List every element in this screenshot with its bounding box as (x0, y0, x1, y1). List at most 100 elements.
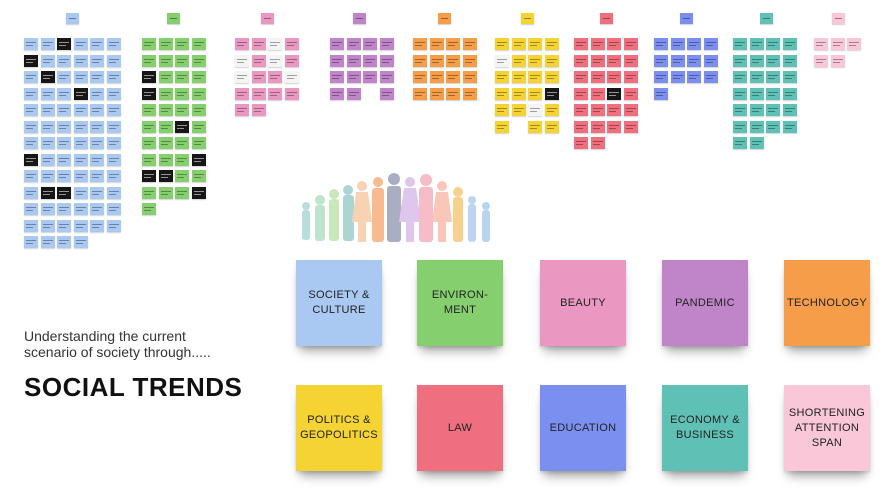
mini-sticky-note (251, 104, 266, 116)
mini-sticky-note (268, 87, 282, 100)
mini-sticky-note (574, 54, 588, 67)
mini-sticky-note (749, 137, 764, 149)
mini-sticky-note (782, 38, 797, 50)
category-note-law: LAW (417, 385, 503, 471)
mini-sticky-note (544, 120, 559, 133)
category-note-education: EDUCATION (540, 385, 626, 471)
mini-sticky-note (495, 54, 509, 67)
mini-sticky-note (142, 153, 156, 166)
mini-sticky-note (749, 38, 764, 50)
mini-sticky-note (670, 54, 685, 67)
mini-sticky-note (590, 54, 605, 67)
mini-sticky-note (90, 170, 104, 182)
category-note-pandemic: PANDEMIC (662, 260, 748, 346)
mini-sticky-note (782, 71, 797, 83)
mini-sticky-note (191, 186, 206, 199)
mini-sticky-note (607, 104, 621, 116)
mini-sticky-note (544, 104, 559, 116)
mini-sticky-note (40, 104, 55, 116)
mini-sticky-note (142, 186, 156, 199)
mini-sticky-note (175, 54, 189, 67)
mini-sticky-note (73, 170, 88, 182)
mini-sticky-note (24, 219, 38, 232)
mini-sticky-note (73, 54, 88, 67)
mini-sticky-note (57, 104, 71, 116)
mini-sticky-note (654, 87, 668, 100)
mini-sticky-note (733, 71, 747, 83)
mini-sticky-note (90, 38, 104, 50)
mini-sticky-note (106, 54, 121, 67)
mini-sticky-note (733, 54, 747, 67)
mini-sticky-note (24, 87, 38, 100)
mini-sticky-note (24, 54, 38, 67)
mini-sticky-note (687, 54, 701, 67)
mini-sticky-note (158, 186, 173, 199)
mini-sticky-note (782, 104, 797, 116)
mini-sticky-note (73, 71, 88, 83)
mini-sticky-note (429, 71, 444, 83)
mini-sticky-note (73, 87, 88, 100)
mini-sticky-note (528, 71, 542, 83)
mini-sticky-note (24, 153, 38, 166)
mini-sticky-note (24, 186, 38, 199)
mini-sticky-note (687, 71, 701, 83)
mini-sticky-note (446, 71, 460, 83)
mini-sticky-note (749, 104, 764, 116)
mini-sticky-note (544, 38, 559, 50)
mini-sticky-note (73, 104, 88, 116)
mini-sticky-note (782, 87, 797, 100)
mini-sticky-note (590, 38, 605, 50)
mini-sticky-note (142, 54, 156, 67)
mini-sticky-note (749, 87, 764, 100)
mini-sticky-note (330, 38, 344, 50)
mini-sticky-note (413, 54, 427, 67)
mini-sticky-note (462, 54, 477, 67)
mini-sticky-note (24, 137, 38, 149)
mini-sticky-note (495, 71, 509, 83)
cluster-header-note (66, 13, 79, 24)
mini-sticky-note (623, 120, 638, 133)
mini-sticky-note (607, 38, 621, 50)
mini-sticky-note (90, 87, 104, 100)
mini-sticky-note (495, 120, 509, 133)
cluster-header-note (680, 13, 693, 24)
mini-sticky-note (40, 54, 55, 67)
page-title: SOCIAL TRENDS (24, 372, 243, 402)
mini-sticky-note (847, 38, 861, 50)
mini-sticky-note (574, 104, 588, 116)
mini-sticky-note (284, 38, 299, 50)
mini-sticky-note (574, 120, 588, 133)
mini-sticky-note (495, 104, 509, 116)
mini-sticky-note (158, 54, 173, 67)
category-label: ENVIRON- MENT (431, 289, 489, 316)
category-label: BEAUTY (560, 296, 606, 309)
category-label: SHORTENING ATTENTION SPAN (788, 406, 866, 449)
mini-sticky-note (191, 54, 206, 67)
mini-sticky-note (511, 87, 526, 100)
mini-sticky-note (106, 71, 121, 83)
mini-sticky-note (175, 38, 189, 50)
mini-sticky-note (346, 38, 361, 50)
mini-sticky-note (590, 71, 605, 83)
mini-sticky-note (574, 38, 588, 50)
category-note-society-culture: SOCIETY & CULTURE (296, 260, 382, 346)
mini-sticky-note (142, 104, 156, 116)
mini-sticky-note (733, 38, 747, 50)
mini-sticky-note (57, 203, 71, 215)
mini-sticky-note (733, 120, 747, 133)
mini-sticky-note (574, 137, 588, 149)
mini-sticky-note (511, 104, 526, 116)
mini-sticky-note (268, 38, 282, 50)
mini-sticky-note (57, 236, 71, 248)
mini-sticky-note (73, 120, 88, 133)
mini-sticky-note (235, 71, 249, 83)
mini-sticky-note (106, 170, 121, 182)
mini-sticky-note (106, 203, 121, 215)
mini-sticky-note (251, 87, 266, 100)
mini-sticky-note (90, 54, 104, 67)
mini-sticky-note (73, 203, 88, 215)
cluster-header-note (832, 13, 845, 24)
mini-sticky-note (623, 71, 638, 83)
mini-sticky-note (607, 87, 621, 100)
mini-sticky-note (142, 170, 156, 182)
